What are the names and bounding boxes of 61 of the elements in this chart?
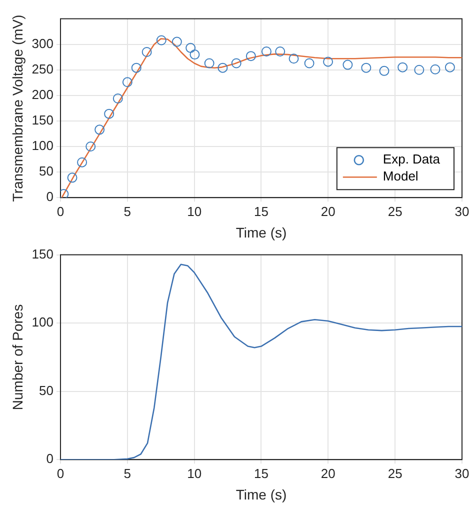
point bbox=[190, 50, 200, 60]
x-tick-label: 10 bbox=[187, 466, 202, 481]
y-axis-title: Number of Pores bbox=[9, 304, 26, 410]
x-tick-label: 0 bbox=[56, 466, 64, 481]
point bbox=[186, 42, 196, 53]
legend-label: Exp. Data bbox=[382, 152, 441, 167]
point bbox=[204, 58, 214, 68]
point bbox=[246, 51, 256, 62]
x-tick-label: 10 bbox=[187, 204, 202, 219]
x-tick-label: 25 bbox=[388, 466, 402, 481]
legend-label: Model bbox=[382, 168, 418, 184]
x-tick-label: 25 bbox=[388, 204, 402, 219]
point bbox=[398, 62, 408, 72]
y-tick-label: 50 bbox=[39, 382, 54, 398]
point bbox=[444, 62, 455, 72]
x-tick-label: 15 bbox=[254, 466, 268, 481]
point bbox=[131, 62, 142, 73]
point bbox=[122, 77, 132, 88]
x-tick-label: 20 bbox=[320, 466, 336, 481]
y-axis-title: Transmembrane Voltage (mV) bbox=[9, 14, 26, 202]
point bbox=[112, 93, 123, 104]
y-tick-label: 0 bbox=[46, 189, 54, 204]
y-tick-label: 300 bbox=[32, 36, 54, 51]
point bbox=[261, 46, 272, 56]
point bbox=[414, 64, 424, 75]
point bbox=[288, 54, 299, 64]
point bbox=[77, 157, 88, 168]
point bbox=[361, 62, 372, 73]
y-tick-label: 150 bbox=[32, 246, 54, 262]
x-tick-label: 5 bbox=[124, 466, 132, 481]
point bbox=[231, 58, 242, 68]
y-tick-label: 200 bbox=[32, 87, 54, 102]
x-tick-label: 5 bbox=[124, 204, 132, 219]
point bbox=[275, 46, 286, 56]
x-tick-label: 30 bbox=[454, 466, 470, 481]
point bbox=[379, 66, 390, 76]
y-tick-label: 0 bbox=[46, 451, 54, 466]
point bbox=[104, 108, 114, 119]
x-tick-label: 20 bbox=[320, 204, 336, 219]
point bbox=[86, 142, 96, 152]
x-tick-label: 15 bbox=[254, 204, 268, 219]
point bbox=[430, 64, 440, 74]
x-axis-title: Time (s) bbox=[236, 486, 287, 502]
point bbox=[156, 35, 166, 46]
x-tick-label: 30 bbox=[454, 204, 470, 219]
y-tick-label: 150 bbox=[32, 112, 54, 128]
point bbox=[172, 36, 182, 47]
point bbox=[60, 189, 69, 198]
point bbox=[304, 58, 314, 68]
x-axis-title: Time (s) bbox=[236, 224, 287, 240]
x-tick-label: 0 bbox=[56, 204, 64, 219]
point bbox=[342, 60, 353, 70]
point bbox=[218, 62, 228, 73]
y-tick-label: 50 bbox=[39, 164, 54, 179]
y-tick-label: 100 bbox=[32, 138, 54, 154]
point bbox=[142, 47, 152, 58]
y-tick-label: 100 bbox=[32, 314, 54, 330]
y-tick-label: 250 bbox=[32, 61, 54, 76]
point bbox=[94, 124, 105, 135]
point bbox=[323, 56, 334, 67]
point bbox=[67, 172, 78, 183]
